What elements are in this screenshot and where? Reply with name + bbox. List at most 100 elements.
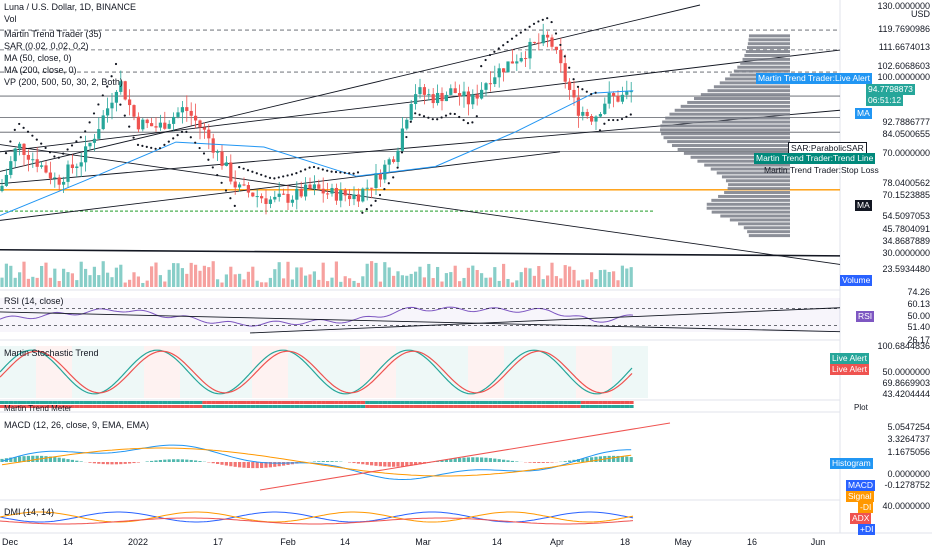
stop-loss-badge[interactable]: Martin Trend Trader:Stop Loss bbox=[764, 165, 879, 175]
sar-dot bbox=[273, 177, 276, 180]
volume-profile-row bbox=[706, 206, 790, 210]
sar-dot bbox=[436, 118, 439, 121]
sar-dot bbox=[427, 116, 430, 119]
meter-cell bbox=[413, 405, 418, 408]
meter-cell bbox=[259, 405, 264, 408]
sar-dot bbox=[132, 136, 135, 139]
volume-bar bbox=[462, 277, 466, 287]
dmi-minus-line bbox=[0, 511, 634, 523]
legend-sar[interactable]: SAR (0.02, 0.02, 0.2) bbox=[4, 41, 89, 51]
meter-cell bbox=[444, 405, 449, 408]
volume-bar bbox=[554, 276, 558, 287]
live-alert-badge[interactable]: Martin Trend Trader:Live Alert bbox=[756, 73, 872, 84]
volume-bar bbox=[405, 275, 409, 287]
candle-body bbox=[515, 61, 519, 64]
time-axis-label: May bbox=[674, 537, 692, 547]
macd-histogram-bar bbox=[484, 457, 488, 462]
macd-histogram-bar bbox=[233, 462, 237, 467]
price-label: 70.0000000 bbox=[882, 148, 930, 158]
ma-badge[interactable]: MA bbox=[855, 108, 872, 119]
volume-bar bbox=[572, 269, 576, 287]
sar-dot bbox=[260, 173, 263, 176]
signal-badge[interactable]: Signal bbox=[846, 491, 874, 502]
stoch-zone bbox=[432, 346, 468, 398]
meter-cell bbox=[233, 401, 238, 404]
macd-histogram-bar bbox=[449, 459, 453, 462]
candle-body bbox=[79, 162, 83, 167]
rsi-scale-label: 50.00 bbox=[907, 311, 930, 321]
volume-badge[interactable]: Volume bbox=[840, 275, 873, 286]
volume-bar bbox=[497, 280, 501, 287]
macd-histogram-bar bbox=[255, 462, 259, 469]
rsi-scale-label: 74.26 bbox=[907, 287, 930, 297]
stoch-live-alert-badge[interactable]: Live Alert bbox=[830, 353, 869, 364]
volume-bar bbox=[238, 273, 242, 287]
meter-cell bbox=[580, 405, 586, 408]
volume-bar bbox=[106, 272, 110, 287]
rsi-badge[interactable]: RSI bbox=[856, 311, 875, 322]
sar-dot bbox=[449, 112, 452, 115]
meter-cell bbox=[8, 401, 14, 404]
current-price-badge[interactable]: 94.7798873 bbox=[866, 84, 915, 95]
volume-bar bbox=[62, 268, 66, 287]
trend-line-badge[interactable]: Martin Trend Trader:Trend Line bbox=[754, 153, 876, 164]
meter-cell bbox=[290, 401, 295, 404]
macd-histogram-bar bbox=[282, 462, 286, 466]
histogram-badge[interactable]: Histogram bbox=[830, 458, 873, 469]
sar-dot bbox=[295, 172, 298, 175]
candle-body bbox=[493, 77, 497, 85]
macd-badge[interactable]: MACD bbox=[846, 480, 876, 491]
meter-cell bbox=[136, 401, 141, 404]
meter-cell bbox=[184, 401, 190, 404]
macd-histogram-bar bbox=[194, 460, 198, 462]
volume-profile-row bbox=[710, 167, 790, 171]
meter-cell bbox=[316, 401, 322, 404]
candle-body bbox=[471, 94, 475, 105]
macd-histogram-bar bbox=[616, 455, 620, 462]
sar-dot bbox=[255, 172, 258, 175]
meter-cell bbox=[312, 401, 317, 404]
meter-cell bbox=[88, 405, 93, 408]
macd-histogram-bar bbox=[365, 462, 369, 465]
meter-cell bbox=[246, 405, 251, 408]
ma200-badge[interactable]: MA bbox=[855, 200, 872, 211]
volume-bar bbox=[532, 275, 536, 287]
adx-badge[interactable]: ADX bbox=[850, 513, 872, 524]
minus-di-badge[interactable]: -DI bbox=[858, 502, 874, 513]
plus-di-badge[interactable]: +DI bbox=[858, 524, 876, 535]
legend-macd[interactable]: MACD (12, 26, close, 9, EMA, EMA) bbox=[4, 420, 150, 430]
meter-cell bbox=[374, 401, 379, 404]
legend-dmi[interactable]: DMI (14, 14) bbox=[4, 507, 55, 517]
meter-cell bbox=[435, 405, 440, 408]
stoch-zone bbox=[144, 346, 180, 398]
plot-badge[interactable]: Plot bbox=[854, 403, 868, 412]
volume-bar bbox=[44, 262, 48, 287]
legend-trend-meter[interactable]: Martin Trend Meter bbox=[4, 404, 72, 413]
stoch-live-alert-badge[interactable]: Live Alert bbox=[830, 364, 869, 375]
candle-body bbox=[532, 41, 536, 43]
volume-profile-row bbox=[727, 187, 790, 191]
time-axis-label: 14 bbox=[340, 537, 350, 547]
volume-profile-row bbox=[728, 183, 790, 187]
macd-histogram-bar bbox=[330, 461, 334, 462]
meter-cell bbox=[118, 405, 124, 408]
volume-bar bbox=[308, 274, 312, 287]
volume-bar bbox=[348, 278, 352, 287]
meter-cell bbox=[365, 405, 370, 408]
volume-bar bbox=[31, 276, 35, 287]
volume-bar bbox=[141, 282, 145, 287]
candle-body bbox=[348, 195, 352, 200]
legend-vp[interactable]: VP (200, 500, 50, 30, 2, Both) bbox=[4, 77, 123, 87]
macd-histogram-bar bbox=[541, 462, 545, 463]
candle-body bbox=[427, 94, 431, 96]
legend-stoch[interactable]: Martin Stochastic Trend bbox=[4, 348, 99, 358]
legend-ma200[interactable]: MA (200, close, 0) bbox=[4, 65, 77, 75]
legend-ma50[interactable]: MA (50, close, 0) bbox=[4, 53, 72, 63]
macd-histogram-bar bbox=[154, 460, 158, 462]
legend-rsi[interactable]: RSI (14, close) bbox=[4, 296, 64, 306]
legend-martin-trend-trader[interactable]: Martin Trend Trader (35) bbox=[4, 29, 102, 39]
macd-histogram-bar bbox=[75, 460, 79, 462]
meter-cell bbox=[506, 401, 511, 404]
candle-body bbox=[506, 61, 510, 73]
